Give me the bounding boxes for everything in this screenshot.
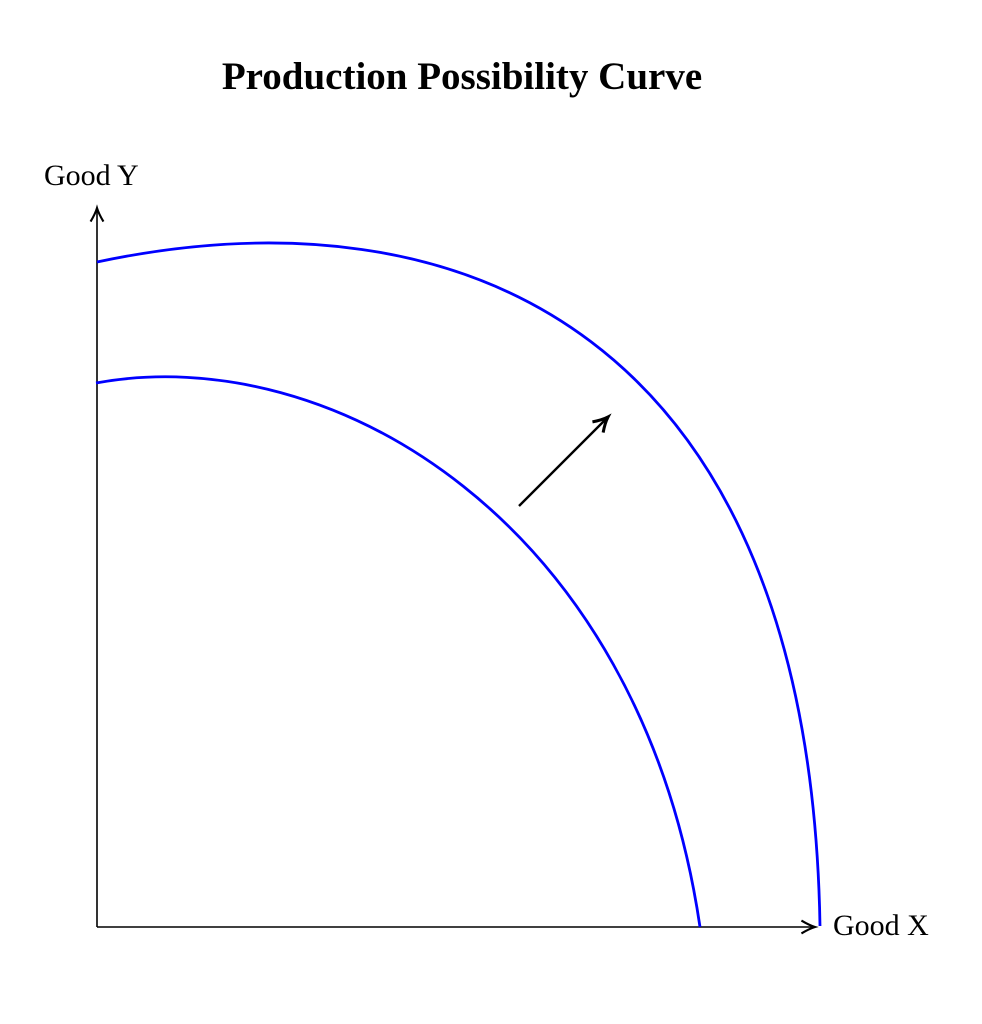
y-axis-label: Good Y bbox=[44, 159, 139, 192]
shift-arrow bbox=[518, 413, 612, 507]
x-axis-label: Good X bbox=[833, 909, 929, 942]
outer-ppc-curve bbox=[96, 241, 822, 927]
inner-ppc-curve bbox=[95, 375, 702, 928]
chart-title: Production Possibility Curve bbox=[221, 55, 703, 98]
